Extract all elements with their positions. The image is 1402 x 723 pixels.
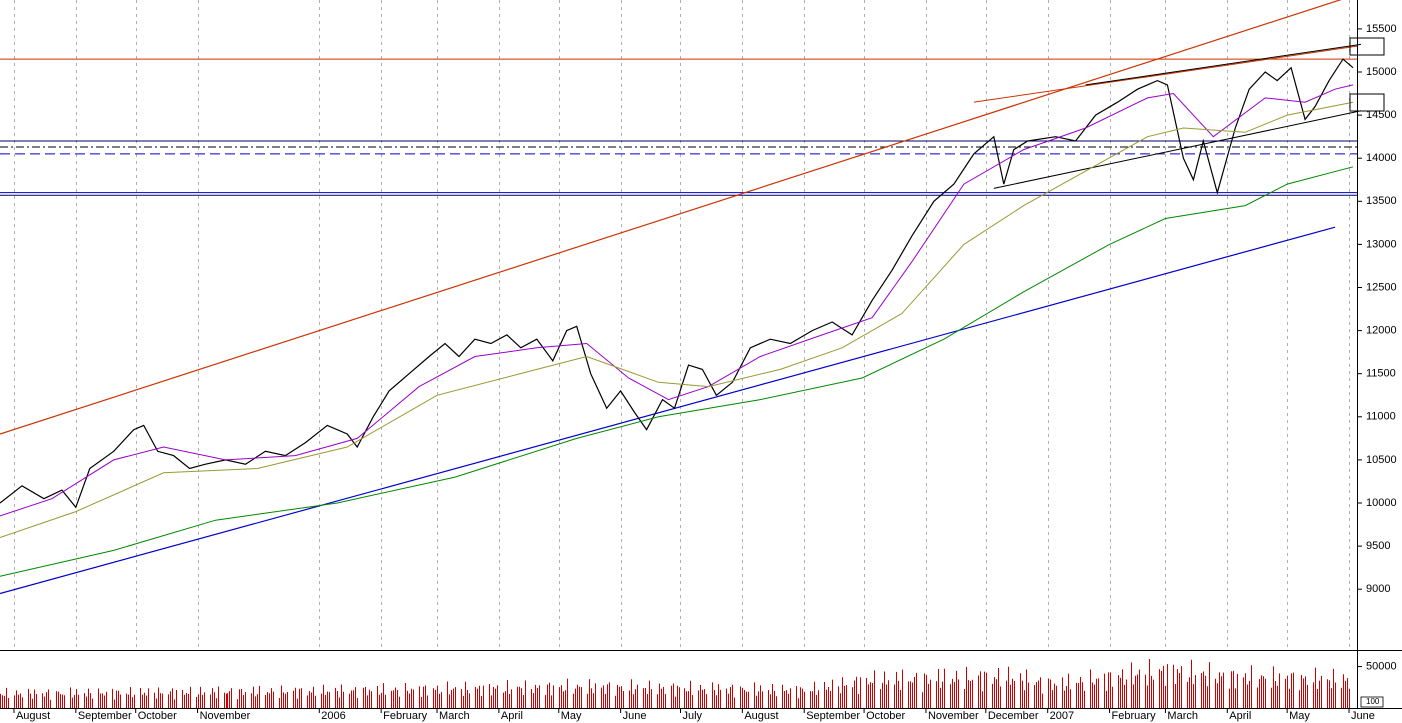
- x-tick-label: August: [744, 710, 778, 722]
- y-tick-label: 10000: [1366, 497, 1397, 509]
- y-tick-label: 13000: [1366, 238, 1397, 250]
- ma_mid-line: [0, 101, 1354, 538]
- wedge-upper-line: [973, 45, 1358, 103]
- upper-channel-line: [0, 0, 1342, 435]
- volume-bars: [0, 659, 1350, 708]
- x-tick-label: October: [866, 710, 905, 722]
- x-tick-label: June: [1351, 710, 1375, 722]
- price-series: [0, 58, 1354, 577]
- ma_short-line: [0, 84, 1354, 517]
- wedge-upper-black-line: [1085, 43, 1362, 86]
- wedge-lower-line: [993, 110, 1362, 189]
- y-tick-label: 11500: [1366, 368, 1396, 380]
- x-tick-label: October: [138, 710, 177, 722]
- x-tick-label: April: [501, 710, 523, 722]
- price-markers: [1349, 37, 1385, 112]
- x-tick-label: February: [1112, 710, 1157, 722]
- y-tick-label: 9500: [1366, 540, 1390, 552]
- x-tick-label: February: [383, 710, 428, 722]
- x-tick-label: 2007: [1050, 710, 1074, 722]
- volume-scale-box: 100: [1360, 696, 1384, 708]
- x-axis-labels: August September October November 2006 Februa…: [13, 708, 1375, 722]
- ma_long-line: [0, 166, 1354, 577]
- x-tick-label: November: [928, 710, 979, 722]
- x-tick-label: March: [439, 710, 470, 722]
- x-tick-label: May: [561, 710, 582, 722]
- lower-price-marker: [1349, 93, 1385, 112]
- y-tick-label: 11000: [1366, 411, 1396, 423]
- y-tick-label: 14000: [1366, 152, 1397, 164]
- y-tick-label: 10500: [1366, 454, 1397, 466]
- x-tick-label: September: [806, 710, 860, 722]
- x-tick-label: April: [1229, 710, 1251, 722]
- y-tick-label: 13500: [1366, 195, 1397, 207]
- volume-y-tick-label: 50000: [1366, 660, 1397, 672]
- x-tick-label: March: [1167, 710, 1198, 722]
- volume-scale-label: 100: [1366, 697, 1380, 706]
- x-tick-label: July: [682, 710, 702, 722]
- y-tick-label: 12000: [1366, 325, 1397, 337]
- upper-price-marker: [1349, 37, 1385, 56]
- y-tick-label: 15000: [1366, 66, 1397, 78]
- x-tick-label: December: [988, 710, 1039, 722]
- grid: [14, 0, 1350, 650]
- y-tick-label: 9000: [1366, 583, 1390, 595]
- y-tick-label: 12500: [1366, 281, 1397, 293]
- x-tick-label: June: [623, 710, 647, 722]
- trend-lines: [0, 0, 1362, 595]
- y-tick-label: 15500: [1366, 23, 1397, 35]
- x-tick-label: August: [16, 710, 50, 722]
- y-axis-labels: 9000 9500 10000 10500 11000 11500 12000 12500 13…: [1357, 23, 1397, 672]
- x-tick-label: 2006: [321, 710, 345, 722]
- price-line: [0, 58, 1354, 509]
- x-tick-label: September: [78, 710, 132, 722]
- lower-trend-line: [0, 226, 1336, 595]
- y-tick-label: 14500: [1366, 109, 1397, 121]
- x-tick-label: November: [200, 710, 251, 722]
- x-tick-label: May: [1289, 710, 1310, 722]
- horizontal-reference-lines: [0, 58, 1357, 196]
